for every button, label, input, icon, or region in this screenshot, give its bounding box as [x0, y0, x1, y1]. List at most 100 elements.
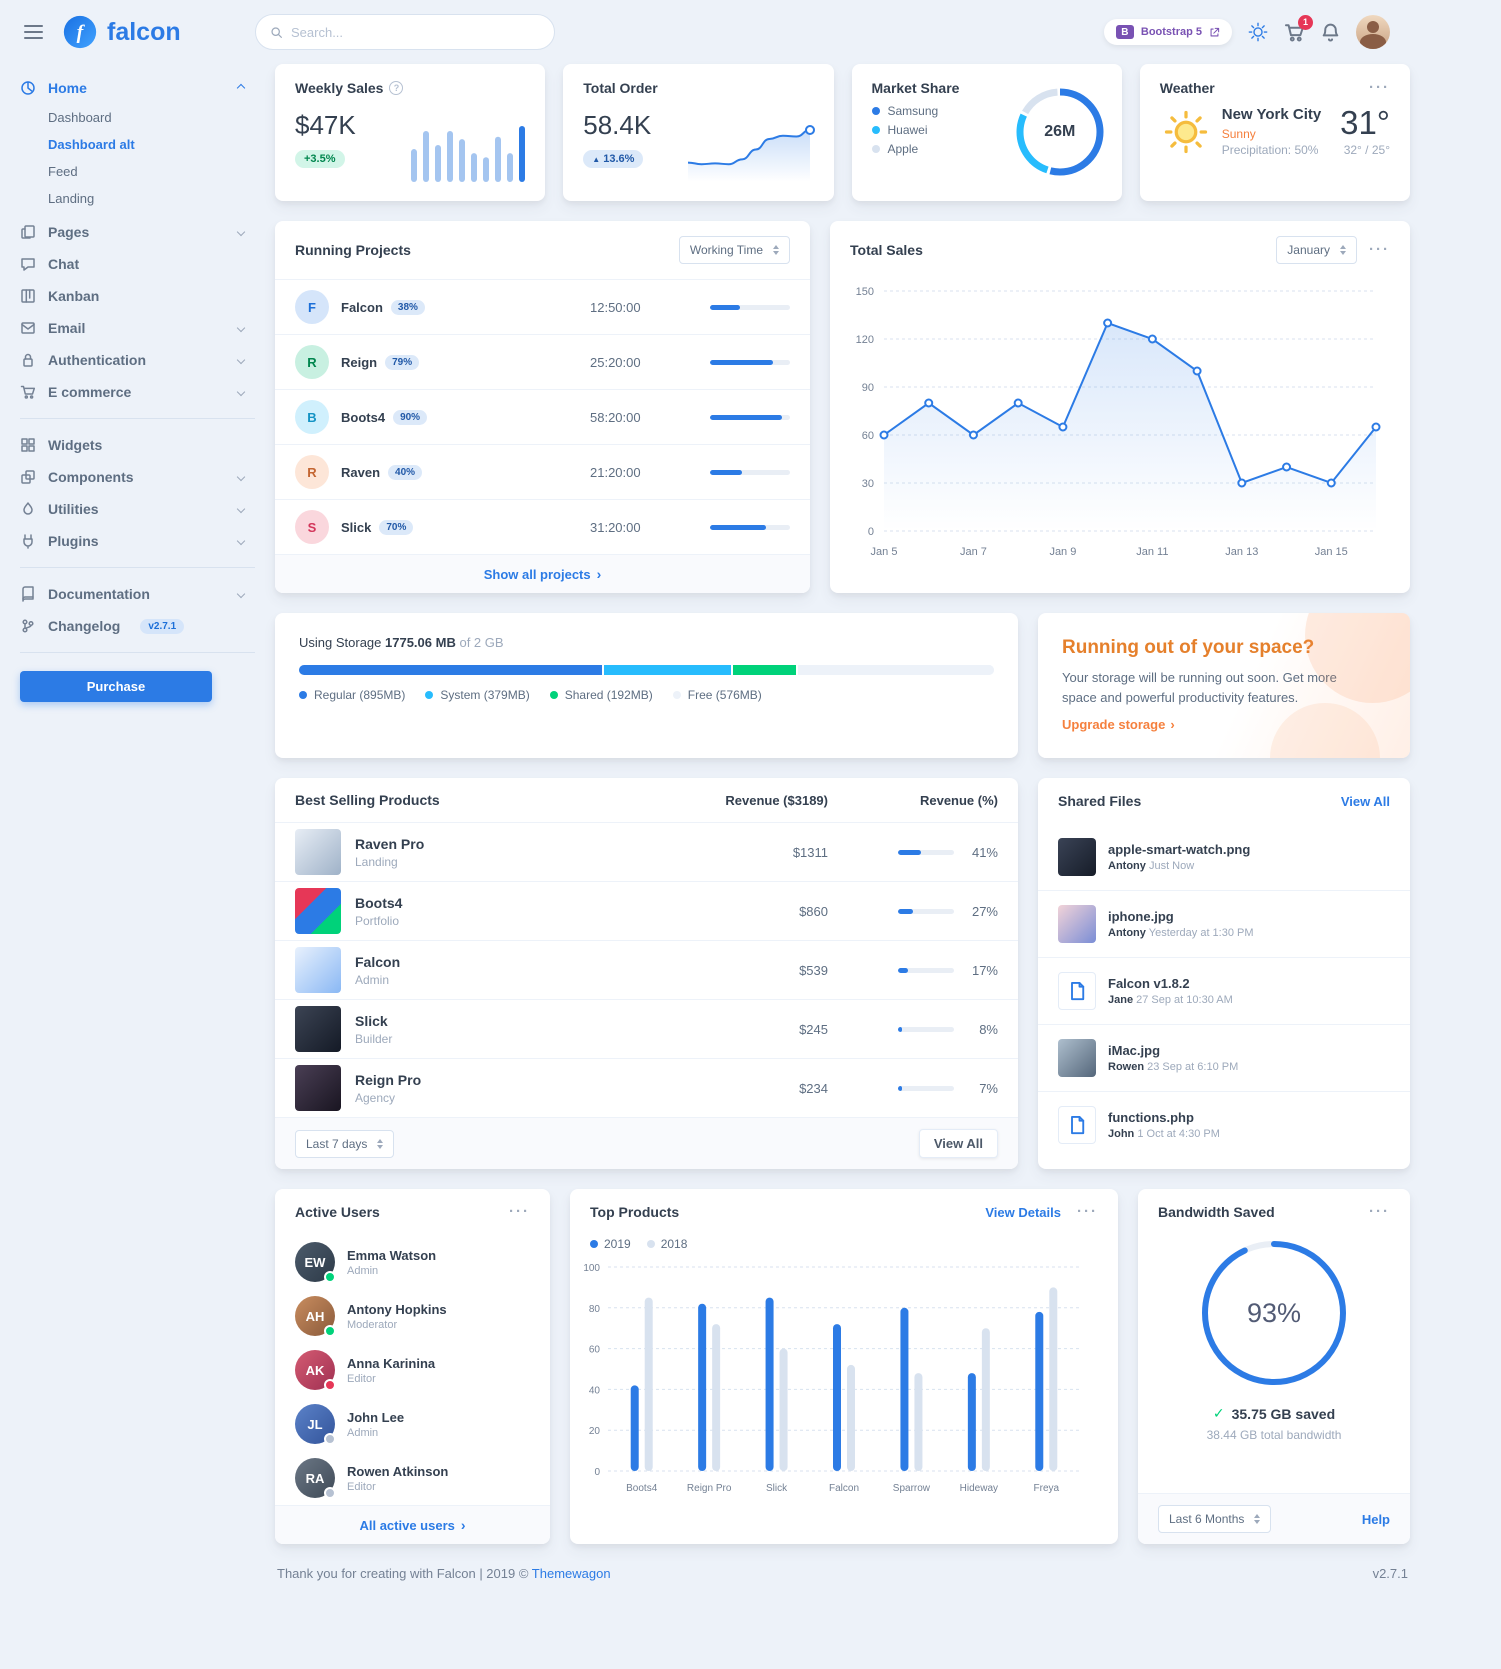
sidebar-item-components[interactable]: Components [20, 461, 255, 493]
legend-item: Samsung [871, 104, 1102, 118]
project-row[interactable]: S Slick 70% 31:20:00 [275, 499, 810, 554]
active-users-list: EW Emma Watson Admin AH Antony Hopkins Mod… [275, 1235, 550, 1505]
svg-text:Reign Pro: Reign Pro [687, 1483, 732, 1494]
sidebar-item-home[interactable]: Home [20, 72, 255, 104]
legend-item: Free (576MB) [672, 688, 762, 702]
product-row[interactable]: Boots4 Portfolio $860 27% [275, 881, 1018, 940]
file-row[interactable]: functions.php John 1 Oct at 4:30 PM [1038, 1091, 1410, 1158]
sidebar-item-email[interactable]: Email [20, 312, 255, 344]
notifications-button[interactable] [1320, 22, 1341, 43]
months-select[interactable]: Last 6 Months [1158, 1505, 1272, 1533]
purchase-button[interactable]: Purchase [20, 671, 212, 702]
svg-text:0: 0 [868, 526, 874, 538]
card-menu-button[interactable]: ··· [1369, 1203, 1390, 1220]
market-share-donut-chart [1014, 86, 1106, 178]
sidebar-item-dashboard[interactable]: Dashboard [48, 110, 112, 125]
card-menu-button[interactable]: ··· [509, 1203, 530, 1220]
sidebar-item-pages[interactable]: Pages [20, 216, 255, 248]
weekly-sales-change-badge: +3.5% [295, 150, 345, 168]
space-description: Your storage will be running out soon. G… [1062, 670, 1337, 705]
sidebar-item-documentation[interactable]: Documentation [20, 578, 255, 610]
shared-files-card: Shared Files View All apple-smart-watch.… [1038, 778, 1410, 1169]
card-menu-button[interactable]: ··· [1369, 241, 1390, 258]
svg-text:0: 0 [594, 1467, 600, 1478]
file-row[interactable]: apple-smart-watch.png Antony Just Now [1038, 824, 1410, 890]
document-icon [1071, 981, 1085, 1001]
view-all-button[interactable]: View All [918, 1129, 998, 1158]
sidebar-item-dashboard-alt[interactable]: Dashboard alt [48, 137, 135, 152]
project-row[interactable]: R Raven 40% 21:20:00 [275, 444, 810, 499]
product-row[interactable]: Raven Pro Landing $1311 41% [275, 823, 1018, 881]
product-row[interactable]: Falcon Admin $539 17% [275, 940, 1018, 999]
status-dot-busy [324, 1379, 336, 1391]
sidebar-item-changelog[interactable]: Changelog v2.7.1 [20, 610, 255, 642]
project-row[interactable]: B Boots4 90% 58:20:00 [275, 389, 810, 444]
project-avatar: S [295, 510, 329, 544]
user-row[interactable]: RA Rowen Atkinson Editor [275, 1451, 550, 1505]
card-menu-button[interactable]: ··· [1369, 79, 1390, 96]
falcon-logo[interactable]: f falcon [61, 13, 181, 51]
puzzle-icon [21, 470, 35, 484]
sidebar-item-plugins[interactable]: Plugins [20, 525, 255, 557]
project-time: 58:20:00 [590, 409, 641, 425]
lock-icon [23, 353, 33, 367]
show-all-projects-link[interactable]: Show all projects › [275, 554, 810, 593]
sidebar-item-kanban[interactable]: Kanban [20, 280, 255, 312]
bandwidth-percentage: 93% [1246, 1297, 1302, 1328]
legend-item: Apple [871, 142, 1102, 156]
user-row[interactable]: EW Emma Watson Admin [275, 1235, 550, 1289]
weather-card: Weather ··· New York City Sunny Precipita… [1139, 64, 1410, 201]
date-range-select[interactable]: Last 7 days [295, 1129, 395, 1158]
project-row[interactable]: R Reign 79% 25:20:00 [275, 334, 810, 389]
bootstrap-badge-button[interactable]: B Bootstrap 5 [1103, 19, 1232, 45]
svg-text:100: 100 [583, 1263, 600, 1274]
user-avatar: AK [295, 1350, 336, 1391]
sidebar-item-authentication[interactable]: Authentication [20, 344, 255, 376]
status-dot-online [324, 1325, 336, 1337]
search-input[interactable] [291, 24, 540, 40]
sidebar-item-widgets[interactable]: Widgets [20, 429, 255, 461]
file-row[interactable]: iphone.jpg Antony Yesterday at 1:30 PM [1038, 890, 1410, 957]
cart-button[interactable]: 1 [1284, 14, 1313, 43]
settings-gear-button[interactable] [1247, 21, 1269, 43]
user-row[interactable]: AK Anna Karinina Editor [275, 1343, 550, 1397]
month-select[interactable]: January [1276, 236, 1357, 264]
sidebar-item-landing[interactable]: Landing [48, 191, 95, 206]
file-row[interactable]: Falcon v1.8.2 Jane 27 Sep at 10:30 AM [1038, 957, 1410, 1024]
sidebar-divider [20, 418, 255, 419]
sidebar-item-utilities[interactable]: Utilities [20, 493, 255, 525]
bootstrap-icon: B [1115, 25, 1134, 39]
user-avatar[interactable] [1356, 15, 1390, 49]
progress-badge: 40% [388, 464, 423, 480]
sidebar-item-feed[interactable]: Feed [48, 164, 78, 179]
themewagon-link[interactable]: Themewagon [531, 1566, 611, 1581]
all-active-users-link[interactable]: All active users › [275, 1505, 550, 1544]
sidebar-item-ecommerce[interactable]: E commerce [20, 376, 255, 408]
decorative-blob [1270, 703, 1380, 758]
menu-toggle-button[interactable] [20, 21, 47, 43]
sidebar-divider [20, 652, 255, 653]
upgrade-storage-link[interactable]: Upgrade storage › [1062, 717, 1175, 732]
project-row[interactable]: F Falcon 38% 12:50:00 [275, 279, 810, 334]
view-details-link[interactable]: View Details [985, 1204, 1061, 1220]
card-menu-button[interactable]: ··· [1077, 1203, 1098, 1220]
help-link[interactable]: Help [1361, 1511, 1390, 1527]
document-icon [1071, 1115, 1085, 1135]
file-row[interactable]: iMac.jpg Rowen 23 Sep at 6:10 PM [1038, 1024, 1410, 1091]
working-time-select[interactable]: Working Time [678, 236, 790, 264]
info-icon[interactable]: ? [389, 81, 404, 95]
svg-text:Slick: Slick [766, 1483, 788, 1494]
sidebar-item-chat[interactable]: Chat [20, 248, 255, 280]
running-projects-card: Running Projects Working Time F Falcon 38… [275, 221, 810, 593]
product-row[interactable]: Reign Pro Agency $234 7% [275, 1058, 1018, 1117]
user-row[interactable]: JL John Lee Admin [275, 1397, 550, 1451]
user-row[interactable]: AH Antony Hopkins Moderator [275, 1289, 550, 1343]
envelope-icon [21, 322, 35, 334]
status-dot-offline [324, 1487, 336, 1499]
legend-item: Regular (895MB) [299, 688, 405, 702]
total-order-line-chart [686, 120, 816, 187]
status-dot-offline [324, 1433, 336, 1445]
view-all-files-link[interactable]: View All [1340, 793, 1390, 809]
progress-badge: 90% [393, 409, 428, 425]
product-row[interactable]: Slick Builder $245 8% [275, 999, 1018, 1058]
